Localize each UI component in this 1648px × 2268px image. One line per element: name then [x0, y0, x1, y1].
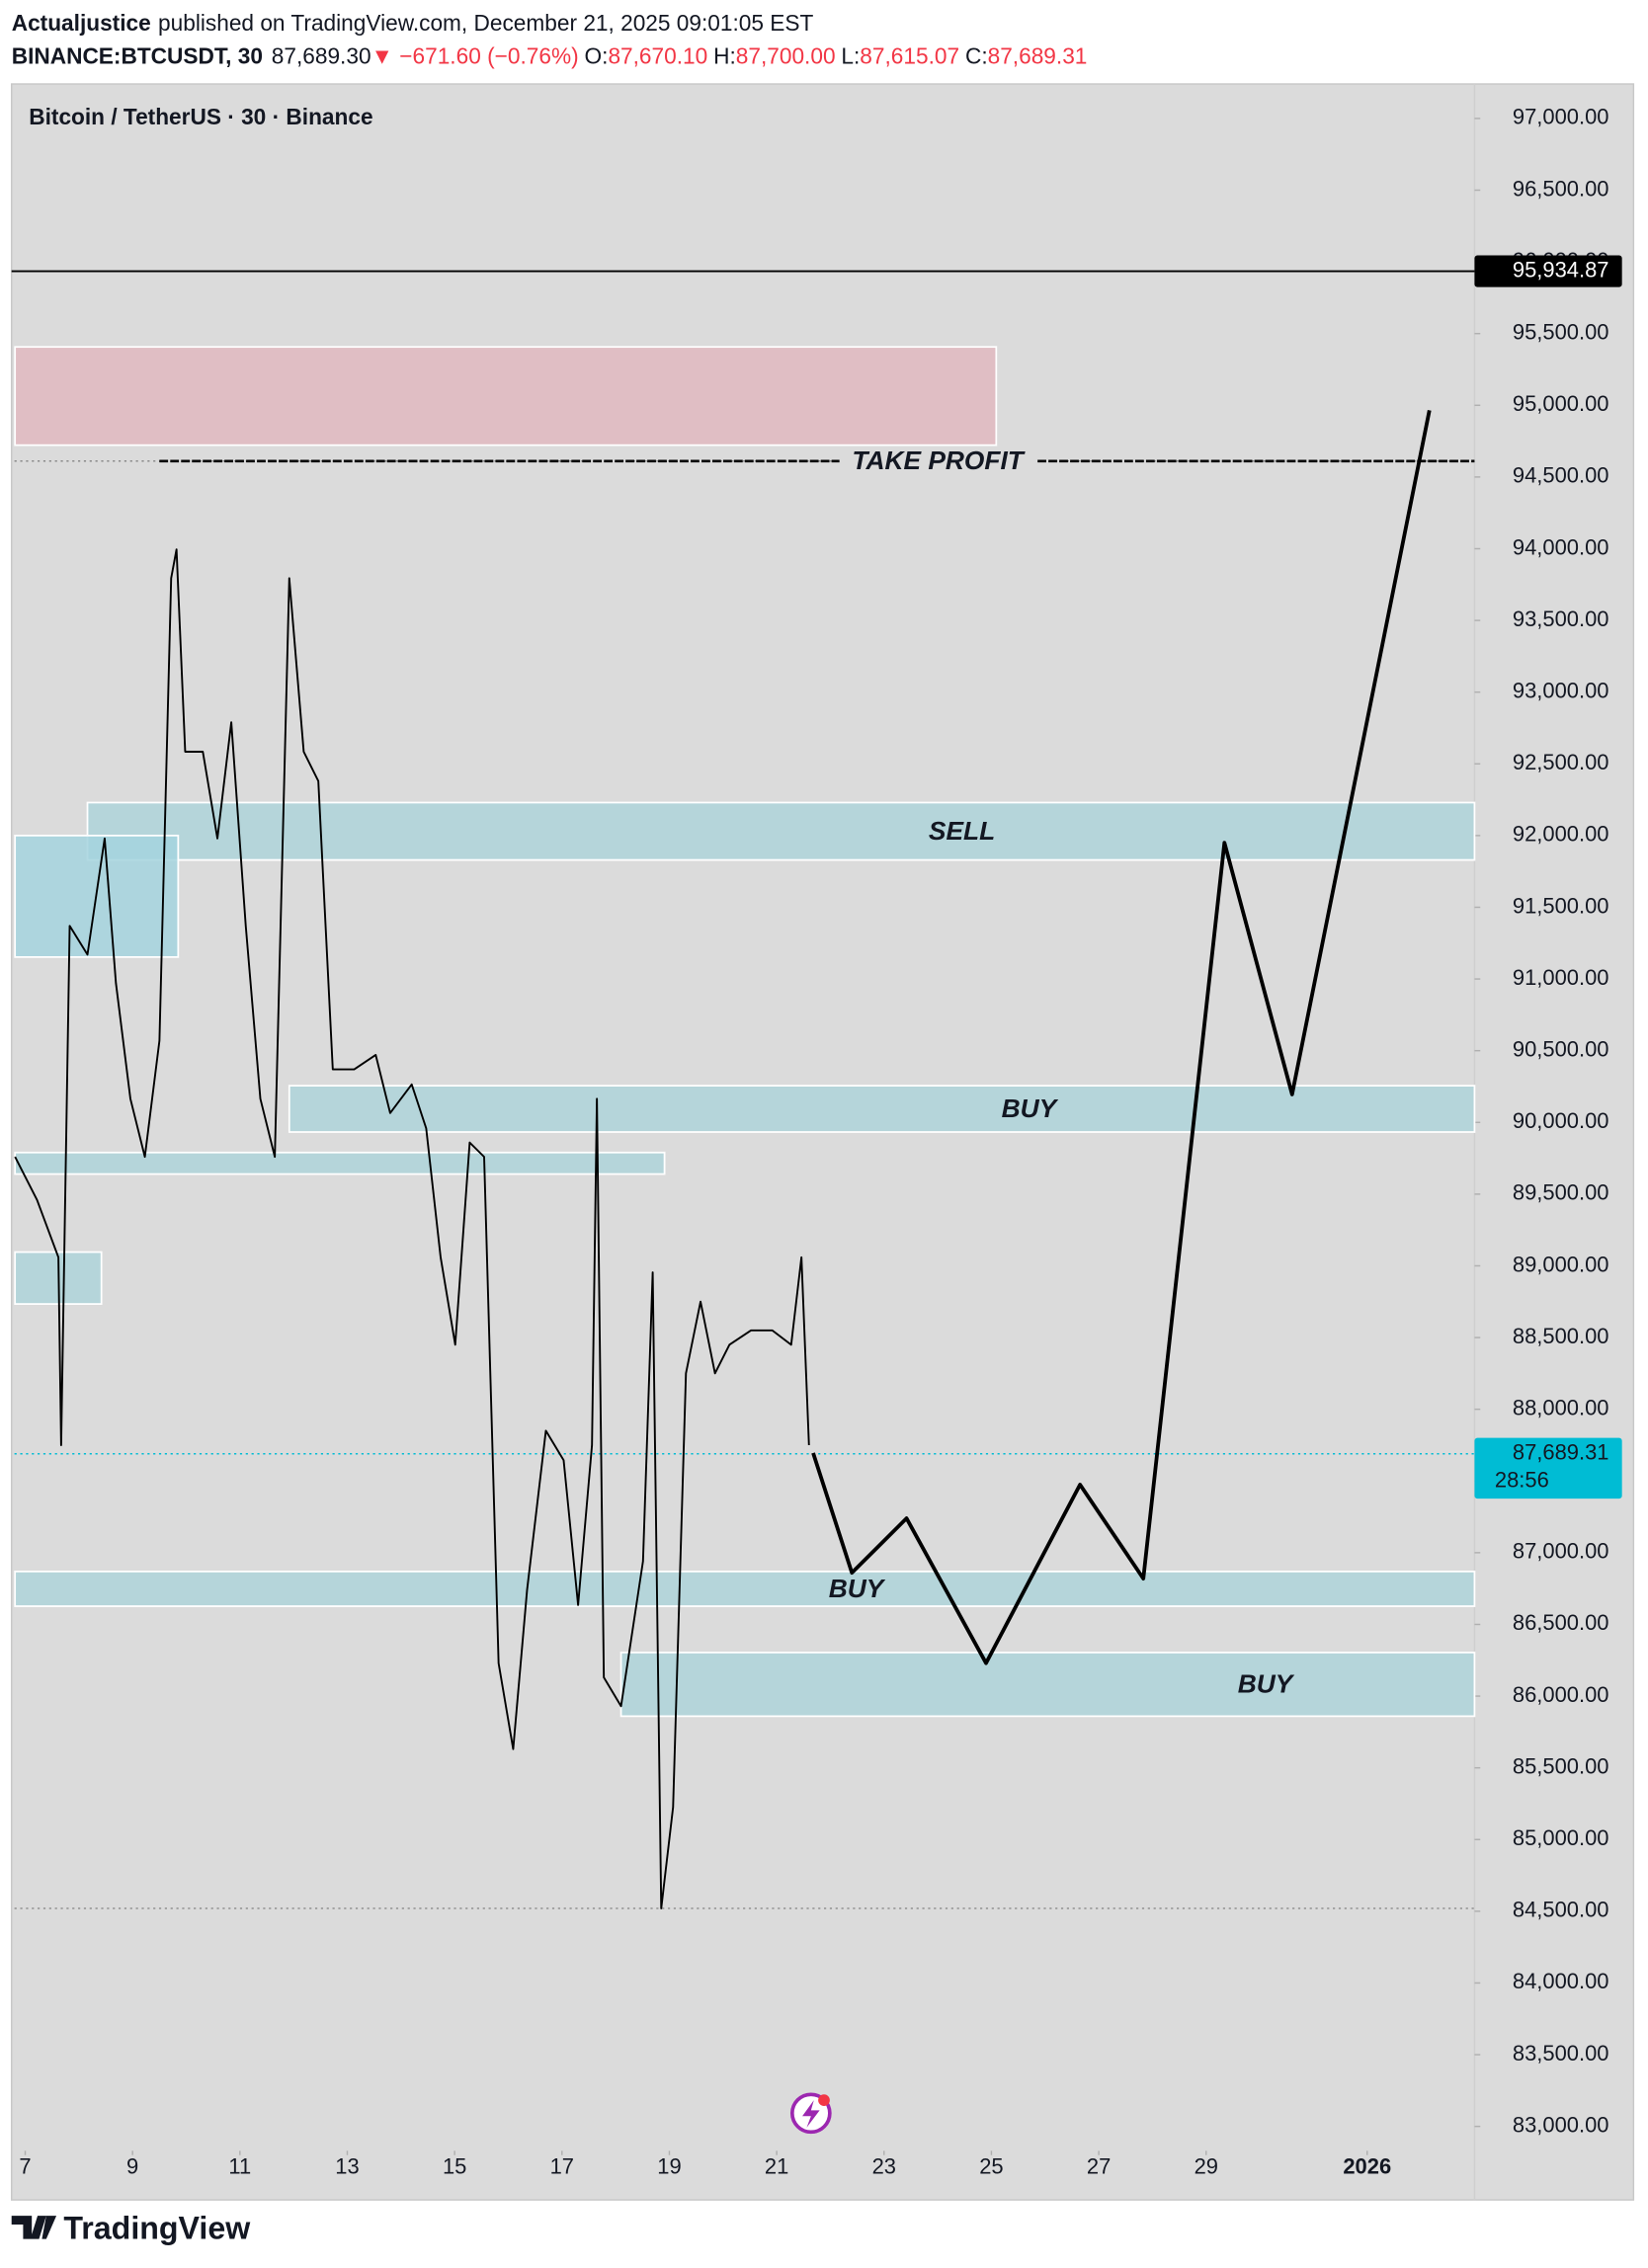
symbol: BINANCE:BTCUSDT, 30 — [12, 43, 263, 69]
y-tick-label: 94,500.00 — [1513, 463, 1609, 488]
y-tick-label: 97,000.00 — [1513, 105, 1609, 129]
y-tick-label: 85,000.00 — [1513, 1825, 1609, 1850]
y-tick-label: 92,000.00 — [1513, 822, 1609, 847]
ohlc-label: H: — [713, 43, 736, 69]
x-tick-label: 29 — [1195, 2154, 1218, 2179]
zone — [14, 1571, 1476, 1607]
price-label: 87,689.31 — [1513, 1440, 1609, 1465]
zone — [86, 801, 1476, 861]
last-price: 87,689.30 — [272, 43, 371, 69]
take-profit-label: TAKE PROFIT — [852, 446, 1025, 475]
zone-label: SELL — [929, 816, 995, 846]
change: ▼ −671.60 (−0.76%) — [371, 43, 579, 69]
y-tick-label: 92,500.00 — [1513, 750, 1609, 774]
ohlc-value: 87,615.07 — [860, 43, 959, 69]
x-tick-label: 9 — [126, 2154, 138, 2179]
zone-label: BUY — [1002, 1094, 1059, 1123]
y-tick-label: 93,500.00 — [1513, 607, 1609, 631]
y-tick-label: 87,000.00 — [1513, 1539, 1609, 1564]
x-tick-label: 21 — [765, 2154, 788, 2179]
ohlc-label: L: — [841, 43, 860, 69]
x-tick-label: 15 — [443, 2154, 466, 2179]
chart-title: Bitcoin / TetherUS · 30 · Binance — [29, 104, 372, 129]
zone — [14, 1151, 666, 1175]
price-label-box — [1474, 1437, 1622, 1499]
x-tick-label: 25 — [979, 2154, 1003, 2179]
footer-logo: TradingView — [11, 2210, 251, 2245]
y-tick-label: 90,000.00 — [1513, 1108, 1609, 1133]
y-tick-label: 86,000.00 — [1513, 1682, 1609, 1707]
ohlc-value: 87,670.10 — [608, 43, 707, 69]
x-tick-label: 19 — [657, 2154, 681, 2179]
y-tick-label: 84,500.00 — [1513, 1898, 1609, 1922]
y-tick-label: 94,000.00 — [1513, 534, 1609, 559]
ohlc-value: 87,700.00 — [736, 43, 836, 69]
projection-line — [811, 410, 1432, 1665]
y-tick-label: 95,500.00 — [1513, 319, 1609, 344]
alert-icon — [789, 2092, 832, 2135]
y-tick-label: 91,500.00 — [1513, 893, 1609, 918]
ohlc-label: O: — [585, 43, 609, 69]
x-tick-label: 7 — [19, 2154, 31, 2179]
y-tick-label: 93,000.00 — [1513, 678, 1609, 702]
published: published on TradingView.com, December 2… — [158, 10, 813, 36]
take-profit-label-bg — [839, 446, 1036, 476]
y-tick-label: 89,000.00 — [1513, 1252, 1609, 1276]
zone — [619, 1652, 1476, 1718]
ohlc-value: 87,689.31 — [988, 43, 1088, 69]
price-line — [14, 548, 810, 1909]
y-tick-label: 90,500.00 — [1513, 1036, 1609, 1061]
header-line2: BINANCE:BTCUSDT, 30 87,689.30▼ −671.60 (−… — [12, 43, 1088, 69]
y-tick-label: 86,500.00 — [1513, 1610, 1609, 1635]
x-tick-label: 11 — [228, 2154, 251, 2179]
y-tick-label: 89,500.00 — [1513, 1180, 1609, 1205]
brand: TradingView — [63, 2210, 251, 2245]
ohlc-label: C: — [965, 43, 988, 69]
y-tick-label: 91,000.00 — [1513, 965, 1609, 990]
x-tick-label: 13 — [335, 2154, 359, 2179]
x-tick-label: 17 — [550, 2154, 574, 2179]
y-tick-label: 96,500.00 — [1513, 176, 1609, 201]
zone-label: BUY — [829, 1574, 886, 1603]
header-line1: Actualjustice published on TradingView.co… — [12, 10, 814, 36]
author: Actualjustice — [12, 10, 151, 36]
x-tick-label: 23 — [872, 2154, 896, 2179]
zone-label: BUY — [1238, 1669, 1295, 1699]
price-label: 95,934.87 — [1513, 257, 1609, 282]
y-tick-label: 83,000.00 — [1513, 2112, 1609, 2137]
zone — [288, 1085, 1476, 1133]
y-tick-label: 88,500.00 — [1513, 1324, 1609, 1348]
x-tick-label: 2026 — [1343, 2154, 1391, 2179]
y-tick-label: 83,500.00 — [1513, 2041, 1609, 2066]
plot-layer: 83,000.00 83,500.00 84,000.00 84,500.00 85,0… — [11, 105, 1622, 2179]
price-label-countdown: 28:56 — [1495, 1467, 1549, 1492]
y-tick-label: 95,000.00 — [1513, 391, 1609, 416]
y-tick-label: 88,000.00 — [1513, 1395, 1609, 1419]
y-tick-label: 85,500.00 — [1513, 1753, 1609, 1778]
zone — [14, 346, 998, 446]
x-tick-label: 27 — [1087, 2154, 1111, 2179]
price-label-box — [1474, 255, 1622, 287]
y-tick-label: 84,000.00 — [1513, 1969, 1609, 1993]
